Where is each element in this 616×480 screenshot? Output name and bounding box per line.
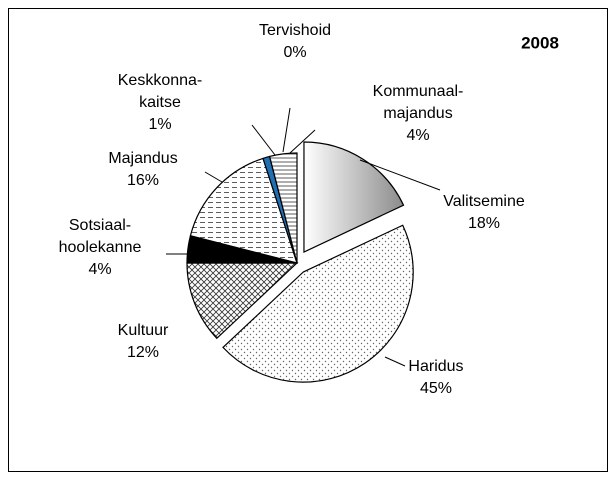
slice	[186, 262, 299, 340]
leader-line	[282, 107, 291, 153]
slice-label: Tervishoid	[259, 22, 331, 39]
value-label: 16%	[127, 172, 159, 189]
slice	[189, 157, 298, 264]
value-label: 12%	[127, 344, 159, 361]
slice-label: Kommunaal-majandus	[373, 83, 464, 122]
slice-label: Valitsemine	[443, 193, 525, 210]
leader-line	[289, 129, 316, 154]
slice-label: Majandus	[108, 150, 177, 167]
leader-line	[204, 171, 223, 183]
slice-label: Kultuur	[118, 322, 169, 339]
slice	[303, 141, 405, 253]
value-label: 4%	[88, 261, 111, 278]
leader-line	[384, 356, 406, 367]
chart-title: 2008	[521, 33, 559, 52]
slice-label: Sotsiaal-hoolekanne	[59, 217, 142, 256]
value-label: 4%	[406, 127, 429, 144]
slice	[268, 152, 298, 264]
slice-label: Keskkonna-kaitse	[118, 72, 203, 111]
slice-label: Haridus	[408, 358, 463, 375]
value-label: 0%	[283, 44, 306, 61]
slice	[222, 224, 414, 383]
leader-line	[359, 159, 441, 191]
value-label: 18%	[468, 215, 500, 232]
leader-line	[251, 124, 276, 156]
value-label: 45%	[420, 380, 452, 397]
value-label: 1%	[148, 116, 171, 133]
